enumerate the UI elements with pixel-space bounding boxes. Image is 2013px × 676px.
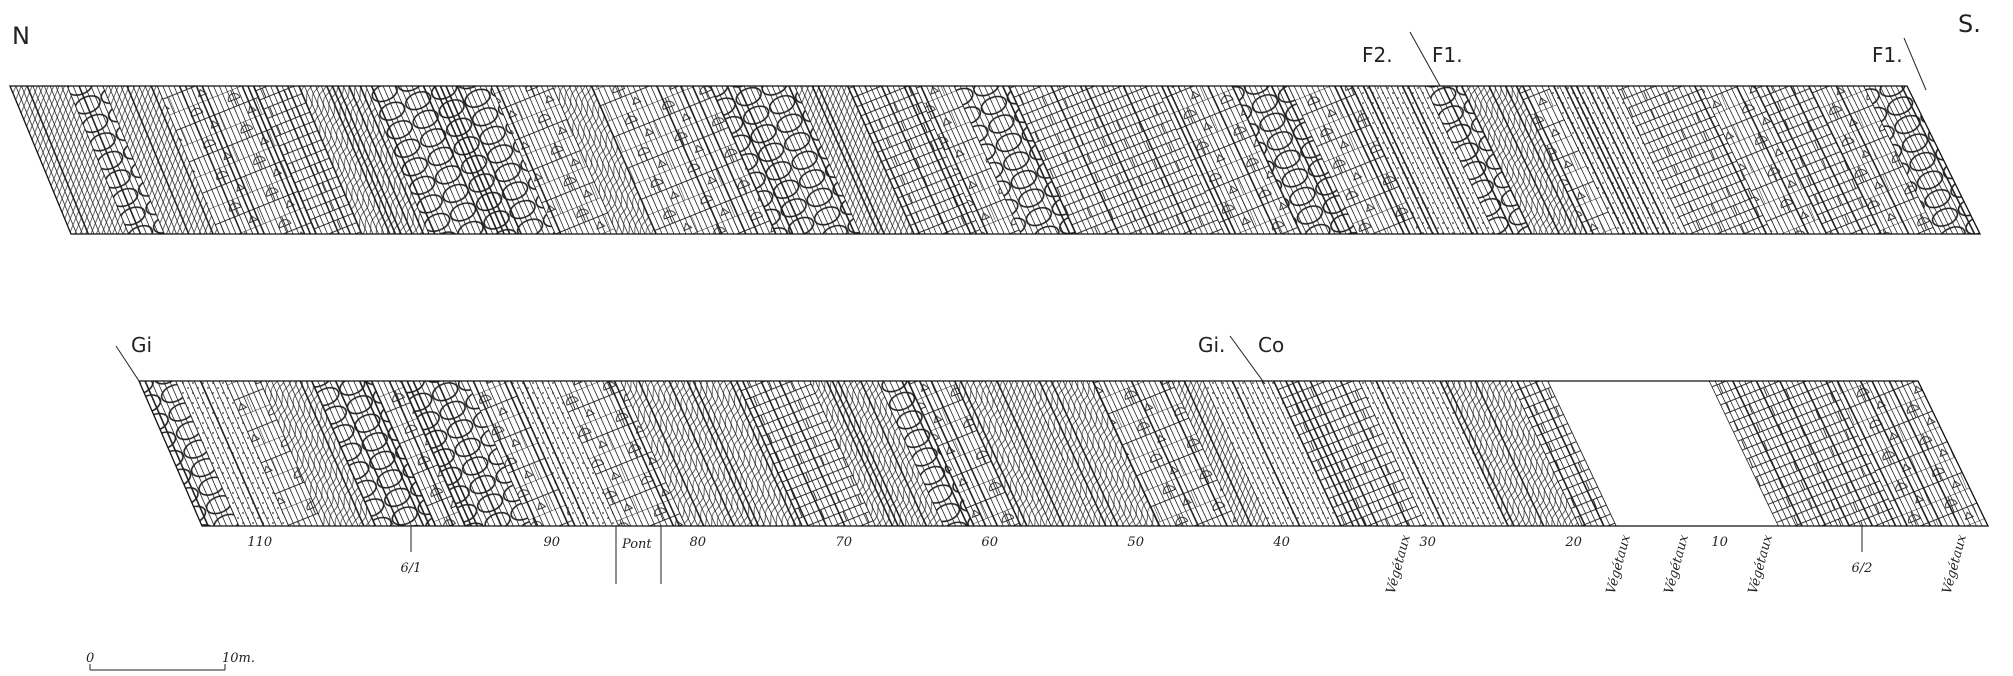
contact-label: Co — [1258, 333, 1284, 357]
scale-start: 0 — [86, 651, 94, 666]
distance-label: 70 — [835, 535, 852, 550]
distance-label: 90 — [543, 535, 560, 550]
bridge-label: Pont — [621, 537, 652, 552]
strata — [10, 86, 1988, 526]
sample-label: 6/2 — [1852, 561, 1873, 576]
vegetation-label: Végétaux — [1384, 533, 1414, 596]
vegetation-label: Végétaux — [1940, 533, 1970, 596]
distance-label: 80 — [689, 535, 706, 550]
distance-label: 50 — [1127, 535, 1144, 550]
contact-label: Gi. — [1198, 333, 1225, 357]
north-label: N — [12, 22, 30, 50]
vegetation-label: Végétaux — [1604, 533, 1634, 596]
sample-label: 6/1 — [401, 561, 422, 576]
fault-label: F2. — [1362, 43, 1393, 67]
fault-label: F1. — [1872, 43, 1903, 67]
cross-section: N S. F2. F1. F1. Gi Gi. Co Pont 0 10m. 1… — [0, 0, 2013, 676]
fault-line — [1904, 38, 1926, 90]
scale-end: 10m. — [222, 651, 255, 666]
contact-label: Gi — [131, 333, 152, 357]
vegetation-label: Végétaux — [1746, 533, 1776, 596]
vegetation-label: Végétaux — [1662, 533, 1692, 596]
distance-label: 30 — [1419, 535, 1436, 550]
distance-label: 10 — [1711, 535, 1728, 550]
distance-label: 110 — [247, 535, 272, 550]
distance-label: 60 — [981, 535, 998, 550]
distance-label: 20 — [1564, 535, 1582, 550]
fault-label: F1. — [1432, 43, 1463, 67]
distance-label: 40 — [1272, 535, 1290, 550]
south-label: S. — [1958, 10, 1981, 38]
